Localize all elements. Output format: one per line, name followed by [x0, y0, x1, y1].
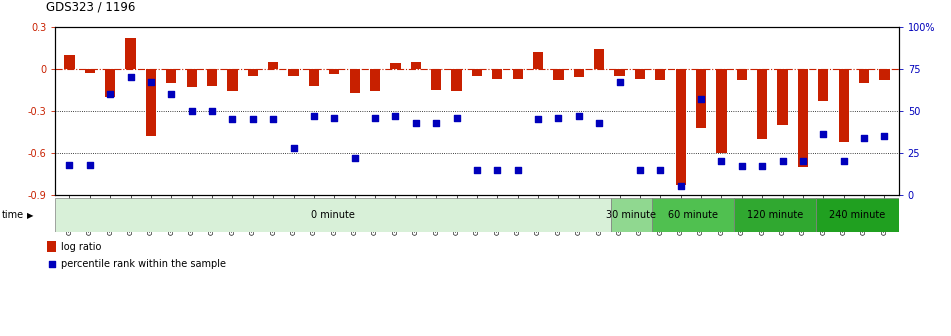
- Bar: [227, 69, 238, 91]
- Point: [259, 177, 274, 182]
- Bar: [48, 241, 55, 252]
- Bar: [737, 69, 747, 80]
- Bar: [778, 69, 787, 125]
- Point: [265, 117, 281, 122]
- Text: 0 minute: 0 minute: [311, 210, 355, 220]
- Bar: [513, 69, 523, 79]
- Text: 240 minute: 240 minute: [829, 210, 885, 220]
- Point: [795, 159, 810, 164]
- Text: percentile rank within the sample: percentile rank within the sample: [61, 259, 225, 269]
- Point: [347, 155, 362, 161]
- Point: [490, 167, 505, 172]
- Bar: [247, 69, 258, 76]
- Point: [551, 115, 566, 120]
- Point: [754, 164, 769, 169]
- Point: [469, 167, 484, 172]
- Bar: [839, 69, 849, 142]
- Point: [103, 91, 118, 97]
- Point: [408, 120, 423, 125]
- Bar: [390, 63, 400, 69]
- Bar: [146, 69, 156, 136]
- Point: [449, 115, 464, 120]
- Text: 30 minute: 30 minute: [606, 210, 656, 220]
- Bar: [452, 69, 461, 91]
- Bar: [207, 69, 217, 86]
- Point: [857, 135, 872, 140]
- Point: [632, 167, 648, 172]
- Bar: [655, 69, 666, 80]
- Bar: [105, 69, 115, 97]
- Point: [510, 167, 525, 172]
- Bar: [55, 198, 611, 232]
- Point: [592, 120, 607, 125]
- Point: [62, 162, 77, 167]
- Point: [572, 113, 587, 119]
- Point: [164, 91, 179, 97]
- Point: [673, 184, 689, 189]
- Point: [367, 115, 382, 120]
- Point: [306, 113, 321, 119]
- Bar: [798, 69, 808, 167]
- Bar: [350, 69, 359, 93]
- Point: [877, 133, 892, 139]
- Bar: [859, 69, 869, 83]
- Bar: [611, 198, 651, 232]
- Point: [531, 117, 546, 122]
- Bar: [186, 69, 197, 87]
- Point: [327, 115, 342, 120]
- Bar: [651, 198, 734, 232]
- Point: [775, 159, 790, 164]
- Bar: [635, 69, 645, 79]
- Bar: [594, 49, 604, 69]
- Bar: [696, 69, 707, 128]
- Point: [184, 108, 200, 114]
- Point: [429, 120, 444, 125]
- Bar: [472, 69, 482, 76]
- Bar: [816, 198, 899, 232]
- Point: [388, 113, 403, 119]
- Bar: [411, 62, 421, 69]
- Point: [611, 80, 627, 85]
- Point: [734, 164, 749, 169]
- Point: [204, 108, 220, 114]
- Bar: [614, 69, 625, 76]
- Point: [693, 96, 708, 102]
- Bar: [126, 38, 136, 69]
- Bar: [166, 69, 176, 83]
- Bar: [533, 52, 543, 69]
- Bar: [288, 69, 299, 76]
- Bar: [65, 55, 74, 69]
- Point: [224, 117, 240, 122]
- Text: log ratio: log ratio: [61, 242, 101, 252]
- Text: 120 minute: 120 minute: [747, 210, 804, 220]
- Bar: [716, 69, 727, 153]
- Point: [123, 75, 138, 80]
- Point: [245, 117, 261, 122]
- Bar: [493, 69, 502, 79]
- Bar: [309, 69, 319, 86]
- Bar: [818, 69, 828, 101]
- Bar: [880, 69, 889, 80]
- Bar: [85, 69, 95, 73]
- Point: [816, 132, 831, 137]
- Bar: [370, 69, 380, 91]
- Bar: [573, 69, 584, 77]
- Text: time: time: [2, 210, 24, 220]
- Bar: [268, 62, 279, 69]
- Point: [714, 159, 729, 164]
- Point: [82, 162, 97, 167]
- Text: ▶: ▶: [27, 211, 33, 219]
- Bar: [553, 69, 564, 80]
- Point: [144, 80, 159, 85]
- Point: [652, 167, 668, 172]
- Text: GDS323 / 1196: GDS323 / 1196: [46, 0, 135, 13]
- Bar: [431, 69, 441, 90]
- Point: [286, 145, 301, 151]
- Bar: [757, 69, 767, 139]
- Text: 60 minute: 60 minute: [668, 210, 718, 220]
- Bar: [734, 198, 816, 232]
- Bar: [329, 69, 340, 75]
- Bar: [675, 69, 686, 185]
- Point: [836, 159, 851, 164]
